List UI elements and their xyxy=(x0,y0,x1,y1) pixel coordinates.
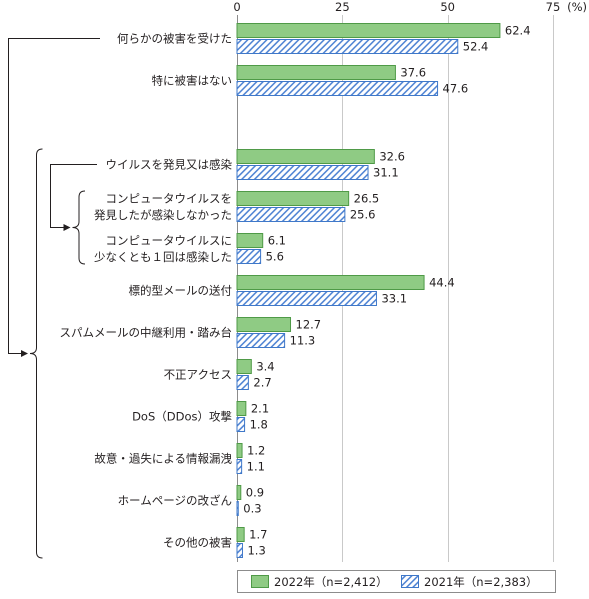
value-label-series-1-category-2: 31.1 xyxy=(373,166,399,180)
category-label-8: DoS（DDos）攻撃 xyxy=(132,410,232,424)
bar-series-1-category-0 xyxy=(236,39,459,54)
legend-swatch-2021 xyxy=(401,575,419,588)
bar-series-1-category-11 xyxy=(236,543,243,558)
category-label-9: 故意・過失による情報漏洩 xyxy=(94,452,232,466)
group-connector-line-1 xyxy=(50,164,97,228)
value-label-series-1-category-0: 52.4 xyxy=(463,40,489,54)
group-connector-line-0 xyxy=(8,38,100,354)
value-label-series-1-category-6: 11.3 xyxy=(290,334,316,348)
value-label-series-0-category-5: 44.4 xyxy=(429,276,455,290)
value-label-series-1-category-4: 5.6 xyxy=(266,250,284,264)
bar-series-0-category-7 xyxy=(236,359,252,374)
bar-series-1-category-2 xyxy=(236,165,369,180)
value-label-series-1-category-1: 47.6 xyxy=(443,82,469,96)
bar-series-1-category-9 xyxy=(236,459,243,474)
value-label-series-0-category-3: 26.5 xyxy=(354,192,380,206)
bars: 62.4 52.4 37.6 47.6 32.6 31.1 26.5 25.6 6.1 5.6 44… xyxy=(236,23,531,558)
value-label-series-1-category-3: 25.6 xyxy=(350,208,376,222)
bar-series-1-category-1 xyxy=(236,81,439,96)
bar-series-1-category-8 xyxy=(236,417,246,432)
bar-series-0-category-3 xyxy=(236,191,350,206)
bar-series-0-category-5 xyxy=(236,275,425,290)
bar-series-1-category-7 xyxy=(236,375,249,390)
legend-swatch-2022 xyxy=(251,575,269,588)
bar-series-0-category-4 xyxy=(236,233,264,248)
legend-label-2021: 2021年（n=2,383） xyxy=(424,575,538,589)
bar-series-1-category-5 xyxy=(236,291,377,306)
x-tick-label-75: 75 xyxy=(546,0,561,14)
x-unit-label: (%) xyxy=(567,0,587,14)
group-brace-0 xyxy=(29,148,43,559)
value-label-series-0-category-10: 0.9 xyxy=(246,486,264,500)
bar-series-0-category-11 xyxy=(236,527,245,542)
value-label-series-0-category-0: 62.4 xyxy=(505,24,531,38)
value-label-series-0-category-7: 3.4 xyxy=(256,360,274,374)
bar-series-1-category-3 xyxy=(236,207,346,222)
bar-series-0-category-6 xyxy=(236,317,292,332)
value-label-series-1-category-9: 1.1 xyxy=(247,460,265,474)
bar-series-0-category-10 xyxy=(236,485,242,500)
legend-label-2022: 2022年（n=2,412） xyxy=(274,575,388,589)
value-label-series-0-category-9: 1.2 xyxy=(247,444,265,458)
value-label-series-0-category-6: 12.7 xyxy=(296,318,322,332)
value-label-series-1-category-7: 2.7 xyxy=(253,376,271,390)
x-tick-label-50: 50 xyxy=(440,0,455,14)
value-label-series-1-category-5: 33.1 xyxy=(381,292,407,306)
x-axis: 0 25 50 75 (%) xyxy=(233,0,587,14)
bar-series-0-category-8 xyxy=(236,401,247,416)
bar-series-1-category-10 xyxy=(236,501,239,516)
category-label-0: 何らかの被害を受けた xyxy=(117,32,232,46)
category-label-10: ホームページの改ざん xyxy=(118,494,232,508)
bar-series-1-category-4 xyxy=(236,249,262,264)
x-tick-label-0: 0 xyxy=(233,0,240,14)
arrow-right-icon xyxy=(21,350,28,357)
category-label-3: コンピュータウイルスを発見したが感染しなかった xyxy=(94,191,232,222)
legend-frame xyxy=(237,570,556,593)
value-label-series-0-category-1: 37.6 xyxy=(400,66,426,80)
value-label-series-0-category-2: 32.6 xyxy=(379,150,405,164)
value-label-series-1-category-11: 1.3 xyxy=(247,544,265,558)
arrow-right-icon xyxy=(63,224,71,231)
value-label-series-0-category-8: 2.1 xyxy=(251,402,269,416)
bar-series-0-category-0 xyxy=(236,23,501,38)
bar-series-0-category-2 xyxy=(236,149,375,164)
value-label-series-0-category-11: 1.7 xyxy=(249,528,267,542)
legend: 2022年（n=2,412） 2021年（n=2,383） xyxy=(237,570,556,593)
bar-series-0-category-1 xyxy=(236,65,396,80)
x-tick-label-25: 25 xyxy=(335,0,350,14)
bar-series-1-category-6 xyxy=(236,333,286,348)
category-label-11: その他の被害 xyxy=(163,536,232,550)
category-label-6: スパムメールの中継利用・踏み台 xyxy=(60,326,233,340)
category-label-7: 不正アクセス xyxy=(164,368,232,382)
category-label-5: 標的型メールの送付 xyxy=(129,284,233,298)
category-label-1: 特に被害はない xyxy=(152,74,233,88)
value-label-series-1-category-8: 1.8 xyxy=(250,418,268,432)
bar-series-0-category-9 xyxy=(236,443,243,458)
category-labels: 何らかの被害を受けた特に被害はないウイルスを発見又は感染コンピュータウイルスを発… xyxy=(60,32,233,550)
category-label-2: ウイルスを発見又は感染 xyxy=(106,158,233,172)
group-brackets xyxy=(8,38,100,559)
value-label-series-1-category-10: 0.3 xyxy=(243,502,261,516)
value-label-series-0-category-4: 6.1 xyxy=(268,234,286,248)
category-label-4: コンピュータウイルスに少なくとも１回は感染した xyxy=(94,233,232,264)
group-brace-1 xyxy=(72,190,86,265)
